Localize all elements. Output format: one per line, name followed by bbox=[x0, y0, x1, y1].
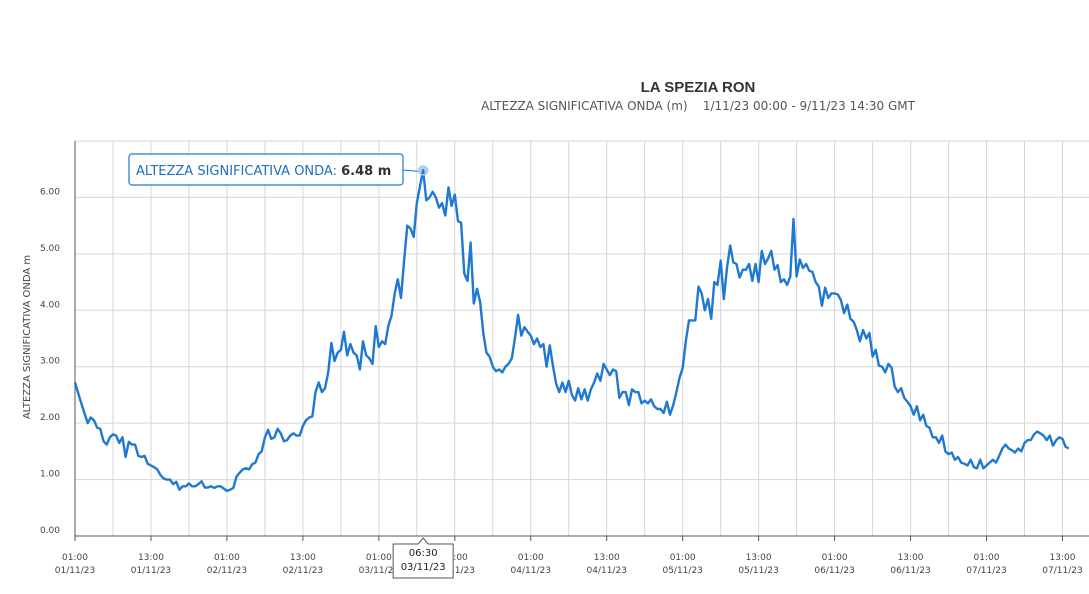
y-axis-ticks: 0.00 1.00 2.00 3.00 4.00 5.00 6.00 bbox=[40, 187, 60, 536]
x-tick-label-date: 01/11/23 bbox=[131, 566, 171, 576]
x-tick-label-date: 02/11/23 bbox=[283, 566, 323, 576]
tooltip-box bbox=[128, 153, 404, 186]
y-tick-label: 3.00 bbox=[40, 357, 60, 367]
series-layer bbox=[73, 169, 1070, 493]
tooltip: ALTEZZA SIGNIFICATIVA ONDA: 6.48 m bbox=[128, 153, 429, 186]
chart-title: LA SPEZIA RON bbox=[641, 79, 756, 96]
x-tick-label-time: 01:00 bbox=[214, 553, 240, 563]
x-tick-label-time: 01:00 bbox=[62, 553, 88, 563]
x-tick-label-date: 03/11/23 bbox=[435, 566, 475, 576]
x-tick-label-date: 05/11/23 bbox=[662, 566, 702, 576]
x-tick-label-date: 05/11/23 bbox=[738, 566, 778, 576]
x-axis-tooltip-time: 06:30 bbox=[409, 548, 438, 559]
x-tick-label-time: 01:00 bbox=[670, 553, 696, 563]
x-tick-label-time: 01:00 bbox=[974, 553, 1000, 563]
hover-point-marker[interactable] bbox=[417, 165, 429, 176]
tooltip-connector bbox=[402, 169, 420, 172]
x-tick-label-date: 07/11/23 bbox=[966, 566, 1006, 576]
x-tick-label-time: 13:00 bbox=[1050, 553, 1076, 563]
x-tick-label-time: 01:00 bbox=[366, 553, 392, 563]
y-tick-label: 6.00 bbox=[40, 187, 60, 197]
y-tick-label: 4.00 bbox=[40, 300, 60, 310]
x-axis-tooltip: 06:30 03/11/23 bbox=[392, 537, 454, 579]
x-tick-label-date: 04/11/23 bbox=[511, 566, 551, 576]
y-tick-label: 5.00 bbox=[40, 244, 60, 254]
x-tick-label-date: 06/11/23 bbox=[890, 566, 930, 576]
x-tick-label-date: 03/11/23 bbox=[359, 566, 399, 576]
x-tick-label-time: 13:00 bbox=[138, 553, 164, 563]
tooltip-label: ALTEZZA SIGNIFICATIVA ONDA bbox=[136, 164, 333, 179]
grid bbox=[74, 140, 1089, 537]
x-tick-label-date: 01/11/23 bbox=[55, 566, 95, 576]
x-tick-label-time: 01:00 bbox=[518, 553, 544, 563]
x-tick-label-date: 02/11/23 bbox=[207, 566, 247, 576]
y-axis-label: ALTEZZA SIGNIFICATIVA ONDA m bbox=[22, 255, 33, 419]
x-tick-label-date: 07/11/23 bbox=[1042, 566, 1082, 576]
x-tick-label-date: 06/11/23 bbox=[814, 566, 854, 576]
x-axis-ticks: 01:00 01/11/23 13:00 01/11/23 01:00 02/11/23 1… bbox=[55, 536, 1083, 576]
x-tick-label-time: 01:00 bbox=[822, 553, 848, 563]
y-tick-label: 2.00 bbox=[40, 413, 60, 423]
x-tick-label-time: 13:00 bbox=[290, 553, 316, 563]
series-line bbox=[73, 169, 1070, 493]
x-tick-label-time: 13:00 bbox=[442, 553, 468, 563]
x-tick-label-time: 13:00 bbox=[594, 553, 620, 563]
x-axis-tooltip-date: 03/11/23 bbox=[401, 562, 446, 573]
chart-subtitle: ALTEZZA SIGNIFICATIVA ONDA (m) 1/11/23 0… bbox=[481, 99, 916, 113]
x-tick-label-date: 04/11/23 bbox=[587, 566, 627, 576]
tooltip-value: 6.48 m bbox=[341, 164, 391, 179]
x-tick-label-time: 13:00 bbox=[746, 553, 772, 563]
tooltip-text: ALTEZZA SIGNIFICATIVA ONDA: 6.48 m bbox=[136, 164, 391, 179]
y-tick-label: 0.00 bbox=[40, 526, 60, 536]
x-tick-label-time: 13:00 bbox=[898, 553, 924, 563]
y-tick-label: 1.00 bbox=[40, 470, 60, 480]
x-axis-tooltip-box bbox=[392, 537, 454, 579]
